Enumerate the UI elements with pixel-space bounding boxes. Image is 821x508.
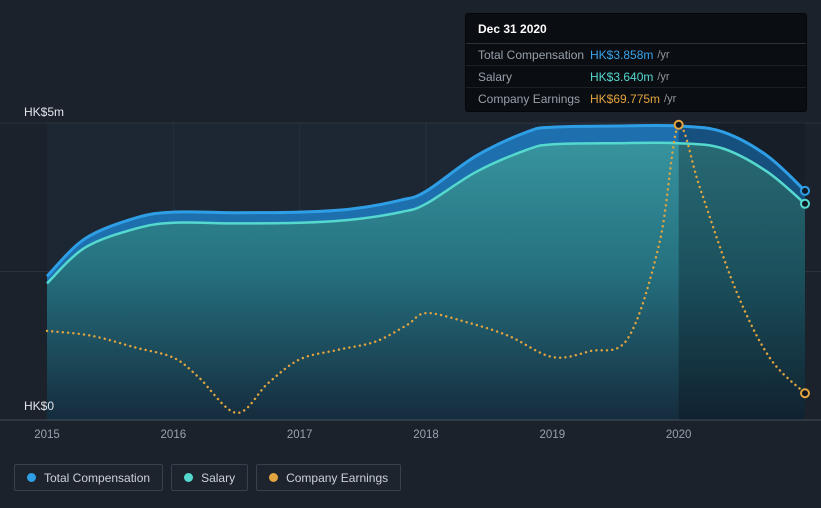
total-compensation-line: [45, 124, 807, 278]
total-compensation-end-marker: [800, 185, 810, 196]
x-tick-label-2019: 2019: [539, 429, 566, 441]
legend-dot-icon: [27, 473, 36, 482]
company-earnings-line: [45, 123, 807, 415]
salary-line: [46, 141, 806, 285]
legend-item-total-compensation[interactable]: Total Compensation: [14, 464, 164, 491]
company-earnings-peak-marker: [673, 119, 684, 130]
chart-legend: Total Compensation Salary Company Earnin…: [14, 464, 402, 491]
tooltip-row-total-compensation: Total Compensation HK$3.858m /yr: [466, 44, 806, 66]
tooltip-rows: Total Compensation HK$3.858m /yr Salary …: [466, 44, 806, 111]
chart-tooltip: Dec 31 2020 Total Compensation HK$3.858m…: [466, 14, 806, 111]
legend-item-salary[interactable]: Salary: [171, 464, 249, 491]
x-tick-label-2015: 2015: [34, 429, 60, 441]
legend-label: Company Earnings: [286, 470, 389, 485]
tooltip-row-value: HK$69.775m: [590, 91, 661, 106]
x-tick-label-2016: 2016: [160, 429, 187, 441]
y-axis-label-max: HK$5m: [24, 105, 65, 119]
tooltip-row-value: HK$3.858m: [590, 47, 654, 62]
tooltip-row-salary: Salary HK$3.640m /yr: [466, 66, 806, 88]
legend-label: Salary: [201, 470, 236, 485]
legend-label: Total Compensation: [44, 470, 151, 485]
x-tick-label-2020: 2020: [665, 429, 692, 441]
tooltip-row-label: Salary: [478, 69, 513, 84]
salary-end-marker: [800, 198, 810, 209]
legend-dot-icon: [184, 473, 194, 482]
y-axis-label-min: HK$0: [24, 399, 55, 413]
tooltip-row-company-earnings: Company Earnings HK$69.775m /yr: [466, 88, 806, 111]
tooltip-row-suffix: /yr: [657, 48, 670, 61]
tooltip-row-value: HK$3.640m: [590, 69, 654, 84]
company-earnings-end-marker: [800, 388, 810, 399]
tooltip-row-label: Company Earnings: [478, 91, 581, 106]
salary-area: [47, 142, 805, 420]
tooltip-row-suffix: /yr: [657, 70, 670, 83]
x-tick-label-2017: 2017: [286, 429, 313, 441]
recent-year-shade: [678, 123, 805, 420]
legend-item-company-earnings[interactable]: Company Earnings: [256, 464, 402, 491]
legend-dot-icon: [269, 473, 279, 482]
x-tick-label-2018: 2018: [413, 429, 439, 441]
tooltip-row-suffix: /yr: [664, 92, 677, 105]
tooltip-row-label: Total Compensation: [478, 47, 585, 62]
tooltip-date: Dec 31 2020: [466, 14, 806, 44]
